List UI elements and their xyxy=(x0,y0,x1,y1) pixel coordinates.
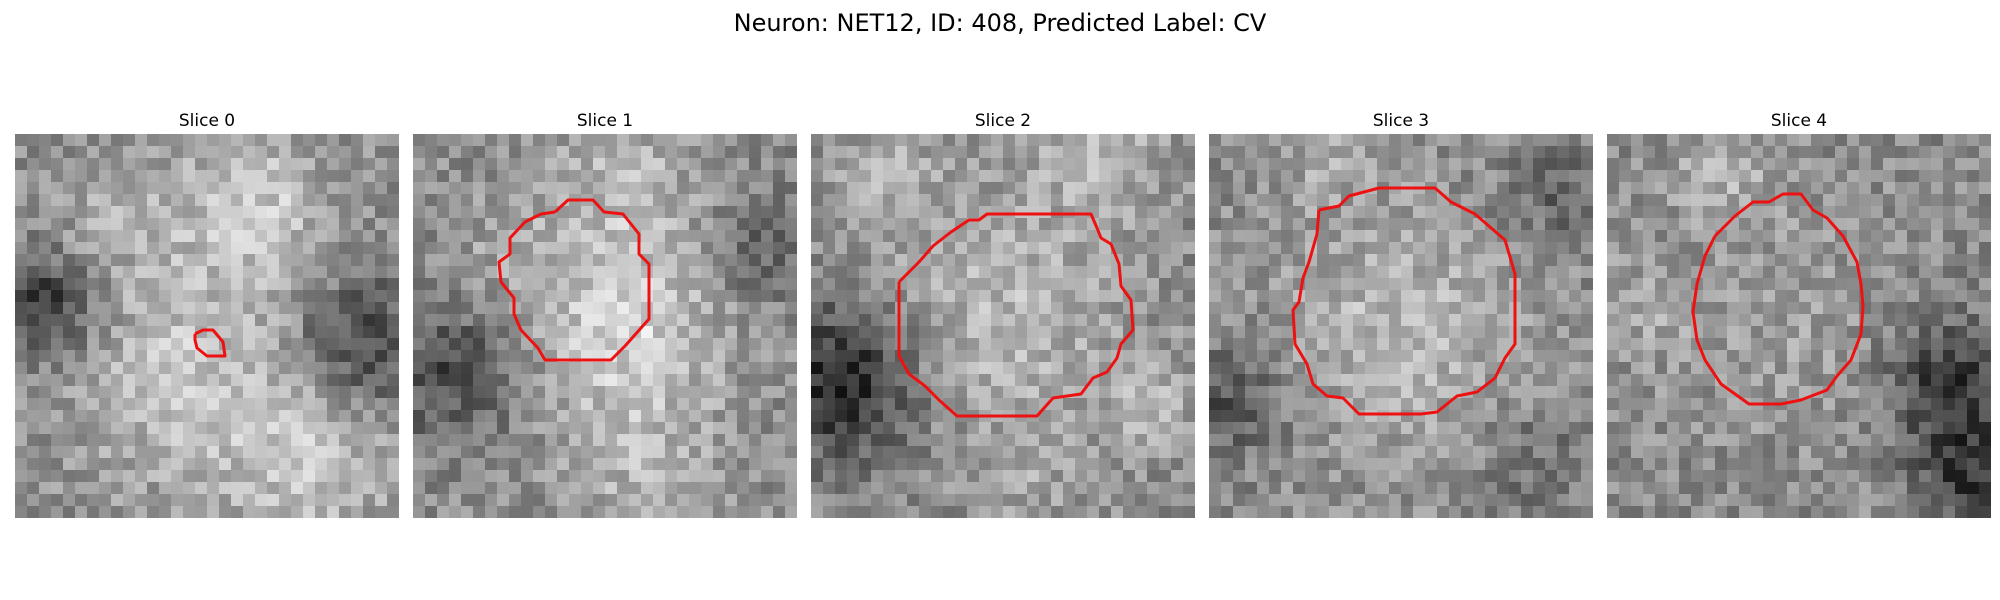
roi-contour xyxy=(193,328,227,358)
slice-image-3 xyxy=(1209,134,1593,518)
slice-title: Slice 1 xyxy=(576,111,634,131)
roi-contour xyxy=(497,198,651,362)
slice-title: Slice 2 xyxy=(974,111,1032,131)
slice-panel-1: Slice 1 xyxy=(413,108,797,518)
slice-panel-2: Slice 2 xyxy=(811,108,1195,518)
slice-panel-4: Slice 4 xyxy=(1607,108,1991,518)
slice-image-1 xyxy=(413,134,797,518)
slice-title: Slice 4 xyxy=(1770,111,1828,131)
roi-contour xyxy=(1691,192,1865,406)
slice-panel-0: Slice 0 xyxy=(15,108,399,518)
figure-title: Neuron: NET12, ID: 408, Predicted Label:… xyxy=(733,9,1267,37)
roi-contour xyxy=(897,212,1135,418)
slice-title: Slice 0 xyxy=(178,111,236,131)
slice-panel-3: Slice 3 xyxy=(1209,108,1593,518)
slice-image-2 xyxy=(811,134,1195,518)
slice-title: Slice 3 xyxy=(1372,111,1430,131)
slice-image-0 xyxy=(15,134,399,518)
slice-image-4 xyxy=(1607,134,1991,518)
roi-contour xyxy=(1291,186,1517,416)
